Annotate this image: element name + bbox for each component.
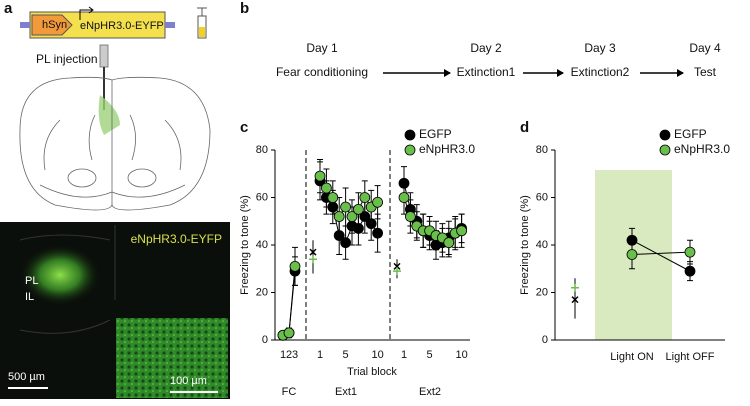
series-line	[631, 239, 691, 272]
series-line	[319, 175, 378, 218]
arrow-head	[557, 69, 564, 77]
day-label: Day 2	[470, 41, 502, 55]
x-tick-label: Light OFF	[666, 351, 715, 363]
legend-label: EGFP	[674, 127, 707, 141]
group-label: Ext1	[335, 386, 357, 398]
injection-label: PL injection	[36, 52, 98, 66]
brain-schematic	[19, 44, 211, 211]
panel-label: a	[4, 0, 13, 17]
x-tick-label: 5	[343, 349, 349, 361]
fluorescence-image	[0, 222, 230, 399]
x-axis-label: Trial block	[347, 366, 397, 378]
group-label: FC	[282, 386, 297, 398]
arrow-head	[677, 69, 684, 77]
group-label: Ext2	[419, 386, 441, 398]
pre-point	[571, 283, 579, 292]
legend-label: EGFP	[419, 127, 452, 141]
phase-label: Extinction2	[571, 65, 630, 79]
phase-label: Fear conditioning	[276, 65, 368, 79]
y-tick-label: 60	[536, 191, 548, 203]
point	[320, 182, 332, 194]
day-label: Day 4	[689, 41, 721, 55]
point	[659, 144, 671, 156]
point	[352, 203, 364, 215]
point	[314, 170, 326, 182]
point	[684, 246, 696, 258]
arrow-head	[444, 69, 451, 77]
series-line	[631, 251, 691, 255]
construct	[20, 6, 207, 39]
x-tick-label: 10	[371, 349, 383, 361]
x-tick-label: 1	[280, 349, 286, 361]
region-label: IL	[25, 291, 34, 303]
pre-point	[571, 296, 579, 304]
image-label: eNpHR3.0-EYFP	[131, 232, 222, 246]
y-axis-label: Freezing to tone (%)	[239, 195, 251, 295]
x-tick-label: 3	[292, 349, 298, 361]
point	[456, 225, 468, 237]
point	[340, 237, 352, 249]
y-tick-label: 0	[262, 334, 268, 346]
x-tick-label: 2	[286, 349, 292, 361]
point	[359, 192, 371, 203]
phase-label: Test	[694, 65, 717, 79]
pre-point	[393, 267, 401, 276]
point	[333, 211, 345, 222]
point	[340, 201, 352, 213]
promoter: hSyn	[42, 19, 67, 31]
point	[327, 192, 339, 203]
panel-label: c	[240, 119, 248, 136]
point	[289, 260, 301, 272]
point	[404, 211, 416, 222]
series-line	[282, 266, 296, 336]
day-label: Day 3	[584, 41, 616, 55]
y-tick-label: 40	[256, 239, 268, 251]
point	[684, 265, 696, 277]
y-tick-label: 60	[256, 191, 268, 203]
y-tick-label: 80	[256, 144, 268, 156]
y-tick-label: 0	[542, 334, 548, 346]
panel-label: d	[520, 119, 529, 136]
legend-label: eNpHR3.0	[419, 142, 475, 156]
x-tick-label: 5	[427, 349, 433, 361]
scale-bar-label: 500 µm	[8, 371, 45, 383]
point	[372, 196, 384, 208]
y-tick-label: 20	[256, 286, 268, 298]
x-tick-label: Light ON	[610, 351, 653, 363]
x-tick-label: 1	[401, 349, 407, 361]
point	[404, 129, 416, 141]
region-label: PL	[25, 275, 38, 287]
point	[398, 192, 410, 203]
construct-name: eNpHR3.0-EYFP	[80, 20, 164, 32]
point	[659, 129, 671, 141]
series-line	[282, 271, 296, 336]
point	[346, 211, 358, 222]
point	[626, 249, 638, 260]
phase-label: Extinction1	[457, 65, 516, 79]
point	[404, 144, 416, 156]
scale-bar-label: 100 µm	[170, 375, 207, 387]
point	[443, 237, 455, 249]
y-tick-label: 40	[536, 239, 548, 251]
panel-label: b	[240, 0, 249, 17]
day-label: Day 1	[306, 41, 338, 55]
point	[372, 227, 384, 239]
x-tick-label: 10	[455, 349, 467, 361]
pre-point	[309, 255, 317, 264]
y-tick-label: 20	[536, 286, 548, 298]
legend-label: eNpHR3.0	[674, 142, 730, 156]
y-tick-label: 80	[536, 144, 548, 156]
point	[283, 327, 295, 339]
y-axis-label: Freezing to tone (%)	[519, 195, 531, 295]
x-tick-label: 1	[317, 349, 323, 361]
